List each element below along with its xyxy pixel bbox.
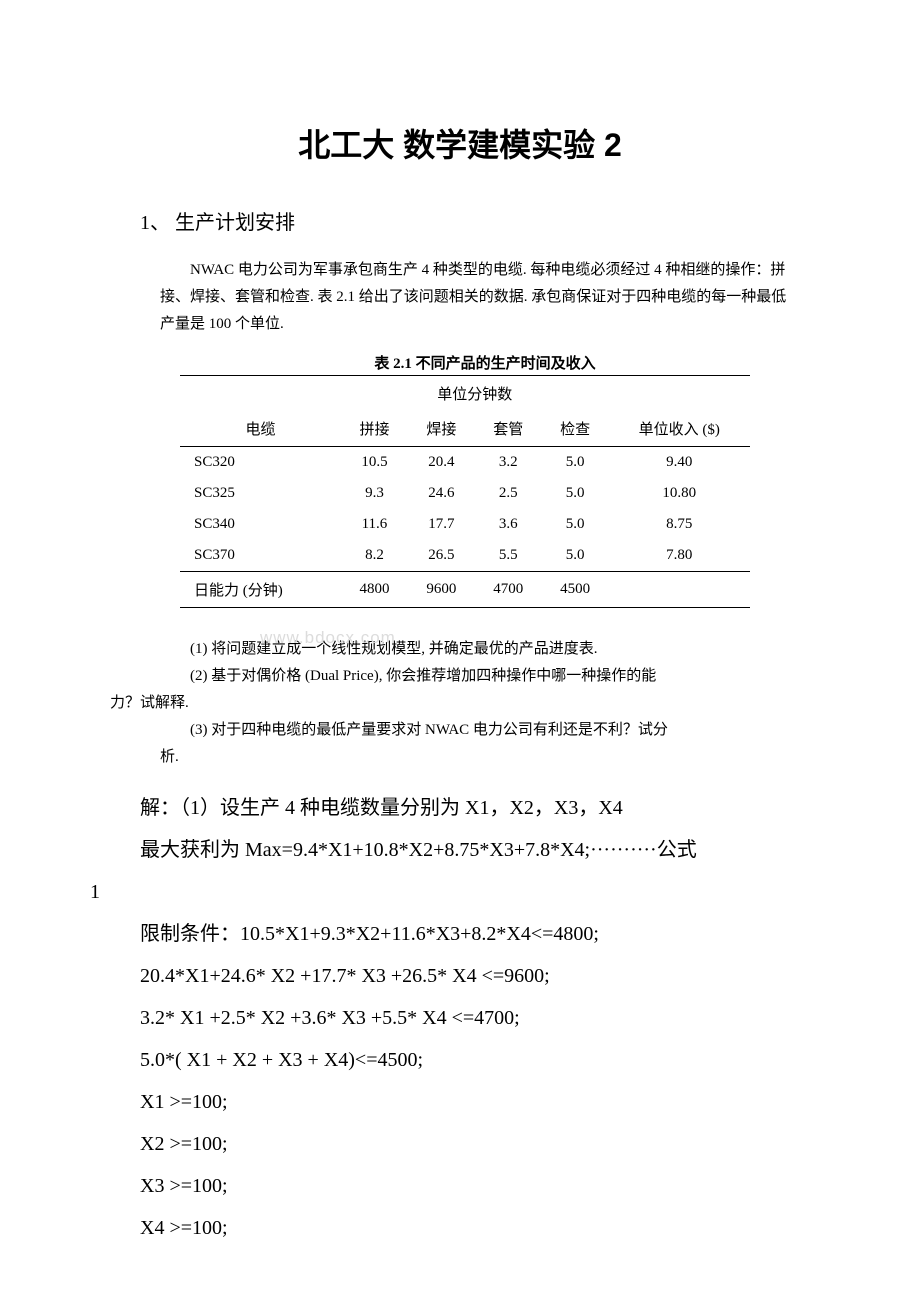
- table-header-cell: 套管: [475, 411, 542, 447]
- table-group-header-row: 单位分钟数: [180, 376, 750, 412]
- solution-line: 最大获利为 Max=9.4*X1+10.8*X2+8.75*X3+7.8*X4;…: [140, 829, 810, 871]
- solution-line: X4 >=100;: [140, 1207, 810, 1249]
- solution-block: 解：（1）设生产 4 种电缆数量分别为 X1，X2，X3，X4 最大获利为 Ma…: [110, 787, 810, 1249]
- table-row: SC325 9.3 24.6 2.5 5.0 10.80: [180, 478, 750, 509]
- table-cell: 26.5: [408, 540, 475, 572]
- solution-line: 20.4*X1+24.6* X2 +17.7* X3 +26.5* X4 <=9…: [140, 955, 810, 997]
- table-cell: 2.5: [475, 478, 542, 509]
- solution-line: 5.0*( X1 + X2 + X3 + X4)<=4500;: [140, 1039, 810, 1081]
- table-cell: 5.0: [542, 509, 609, 540]
- question-2: (2) 基于对偶价格 (Dual Price), 你会推荐增加四种操作中哪一种操…: [160, 663, 790, 690]
- table-cell: 5.5: [475, 540, 542, 572]
- table-cell: 9.3: [341, 478, 408, 509]
- solution-line: X3 >=100;: [140, 1165, 810, 1207]
- table-row: SC370 8.2 26.5 5.5 5.0 7.80: [180, 540, 750, 572]
- table-cell: SC370: [180, 540, 341, 572]
- table-cell: 7.80: [609, 540, 750, 572]
- table-cell: 4700: [475, 572, 542, 608]
- table-group-header: 单位分钟数: [341, 376, 609, 412]
- table-header-cell: 单位收入 ($): [609, 411, 750, 447]
- table-cell: SC320: [180, 447, 341, 479]
- question-3-cont: 析.: [160, 744, 790, 771]
- table-cell: 3.6: [475, 509, 542, 540]
- solution-line: 1: [90, 871, 810, 913]
- table-cell: 3.2: [475, 447, 542, 479]
- table-cell: 8.2: [341, 540, 408, 572]
- table-cell: 日能力 (分钟): [180, 572, 341, 608]
- table-cell: 5.0: [542, 540, 609, 572]
- table-header-row: 电缆 拼接 焊接 套管 检查 单位收入 ($): [180, 411, 750, 447]
- intro-paragraph: NWAC 电力公司为军事承包商生产 4 种类型的电缆. 每种电缆必须经过 4 种…: [160, 257, 790, 338]
- solution-line: 解：（1）设生产 4 种电缆数量分别为 X1，X2，X3，X4: [140, 787, 810, 829]
- table-cell: 4800: [341, 572, 408, 608]
- table-header-cell: 焊接: [408, 411, 475, 447]
- table-cell: 5.0: [542, 447, 609, 479]
- table-row: SC340 11.6 17.7 3.6 5.0 8.75: [180, 509, 750, 540]
- table-header-cell: 拼接: [341, 411, 408, 447]
- table-cell: 10.80: [609, 478, 750, 509]
- table-cell: 11.6: [341, 509, 408, 540]
- questions-block: www.bdocx.com (1) 将问题建立成一个线性规划模型, 并确定最优的…: [160, 636, 790, 771]
- question-2-cont: 力？试解释.: [110, 690, 790, 717]
- solution-line: 限制条件：10.5*X1+9.3*X2+11.6*X3+8.2*X4<=4800…: [140, 913, 810, 955]
- question-1: (1) 将问题建立成一个线性规划模型, 并确定最优的产品进度表.: [160, 636, 790, 663]
- table-cell: 5.0: [542, 478, 609, 509]
- data-table: 单位分钟数 电缆 拼接 焊接 套管 检查 单位收入 ($) SC320 10.5…: [180, 375, 750, 608]
- table-row: SC320 10.5 20.4 3.2 5.0 9.40: [180, 447, 750, 479]
- table-header-cell: 检查: [542, 411, 609, 447]
- table-cell: 4500: [542, 572, 609, 608]
- table-cell: 24.6: [408, 478, 475, 509]
- table-cell: [609, 572, 750, 608]
- table-cell: SC340: [180, 509, 341, 540]
- table-cell: 8.75: [609, 509, 750, 540]
- table-cell: 9600: [408, 572, 475, 608]
- table-cell: 20.4: [408, 447, 475, 479]
- solution-line: X2 >=100;: [140, 1123, 810, 1165]
- table-footer-row: 日能力 (分钟) 4800 9600 4700 4500: [180, 572, 750, 608]
- page-title: 北工大 数学建模实验 2: [110, 120, 810, 166]
- solution-line: 3.2* X1 +2.5* X2 +3.6* X3 +5.5* X4 <=470…: [140, 997, 810, 1039]
- table-cell: 17.7: [408, 509, 475, 540]
- section-heading: 1、 生产计划安排: [140, 206, 810, 235]
- table-caption: 表 2.1 不同产品的生产时间及收入: [160, 352, 810, 373]
- table-header-cell: 电缆: [180, 411, 341, 447]
- table-cell: SC325: [180, 478, 341, 509]
- question-3: (3) 对于四种电缆的最低产量要求对 NWAC 电力公司有利还是不利？试分: [160, 717, 790, 744]
- solution-line: X1 >=100;: [140, 1081, 810, 1123]
- table-cell: 10.5: [341, 447, 408, 479]
- table-cell: 9.40: [609, 447, 750, 479]
